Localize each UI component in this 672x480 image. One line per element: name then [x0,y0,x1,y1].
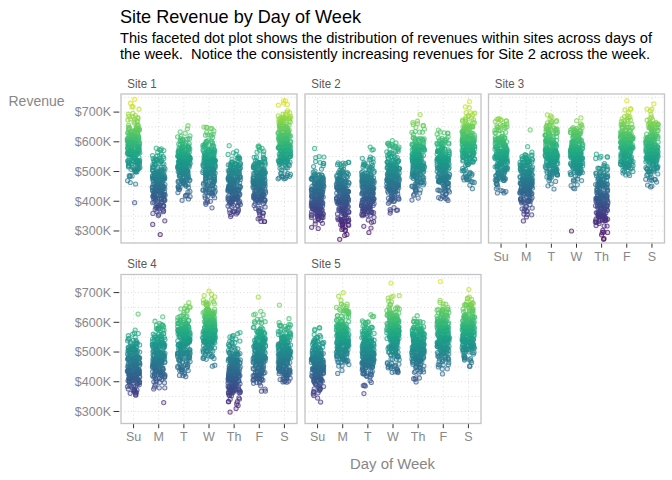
svg-text:Su: Su [310,430,325,444]
svg-text:W: W [387,430,399,444]
svg-text:Site 3: Site 3 [495,77,525,91]
svg-text:S: S [648,250,656,264]
svg-text:Th: Th [227,430,242,444]
svg-text:W: W [203,430,215,444]
svg-text:This faceted dot plot shows th: This faceted dot plot shows the distribu… [120,30,652,46]
svg-text:T: T [364,430,372,444]
svg-text:$600K: $600K [75,135,112,149]
svg-text:Su: Su [493,250,508,264]
svg-text:M: M [153,430,163,444]
svg-text:S: S [464,430,472,444]
svg-text:Th: Th [411,430,426,444]
svg-text:$400K: $400K [75,375,112,389]
svg-text:Revenue: Revenue [9,93,65,109]
svg-text:$300K: $300K [75,405,112,419]
svg-text:Site 5: Site 5 [311,257,341,271]
svg-text:T: T [548,250,556,264]
svg-text:$300K: $300K [75,224,112,238]
svg-text:$600K: $600K [75,316,112,330]
svg-text:$400K: $400K [75,195,112,209]
svg-text:M: M [521,250,531,264]
svg-text:Th: Th [594,250,609,264]
svg-text:M: M [337,430,347,444]
svg-text:S: S [280,430,288,444]
svg-text:Site Revenue by Day of Week: Site Revenue by Day of Week [120,7,362,27]
svg-text:Site 4: Site 4 [127,257,157,271]
svg-text:$700K: $700K [75,105,112,119]
svg-text:$500K: $500K [75,345,112,359]
svg-text:Day of Week: Day of Week [350,456,436,472]
svg-text:Su: Su [126,430,141,444]
svg-text:the week. Notice the consiste: the week. Notice the consistently increa… [120,46,650,62]
svg-text:W: W [571,250,583,264]
svg-text:$700K: $700K [75,286,112,300]
svg-text:Site 1: Site 1 [127,77,157,91]
svg-text:T: T [180,430,188,444]
svg-text:F: F [439,430,447,444]
svg-text:F: F [255,430,263,444]
svg-text:F: F [623,250,631,264]
svg-text:Site 2: Site 2 [311,77,341,91]
svg-text:$500K: $500K [75,165,112,179]
